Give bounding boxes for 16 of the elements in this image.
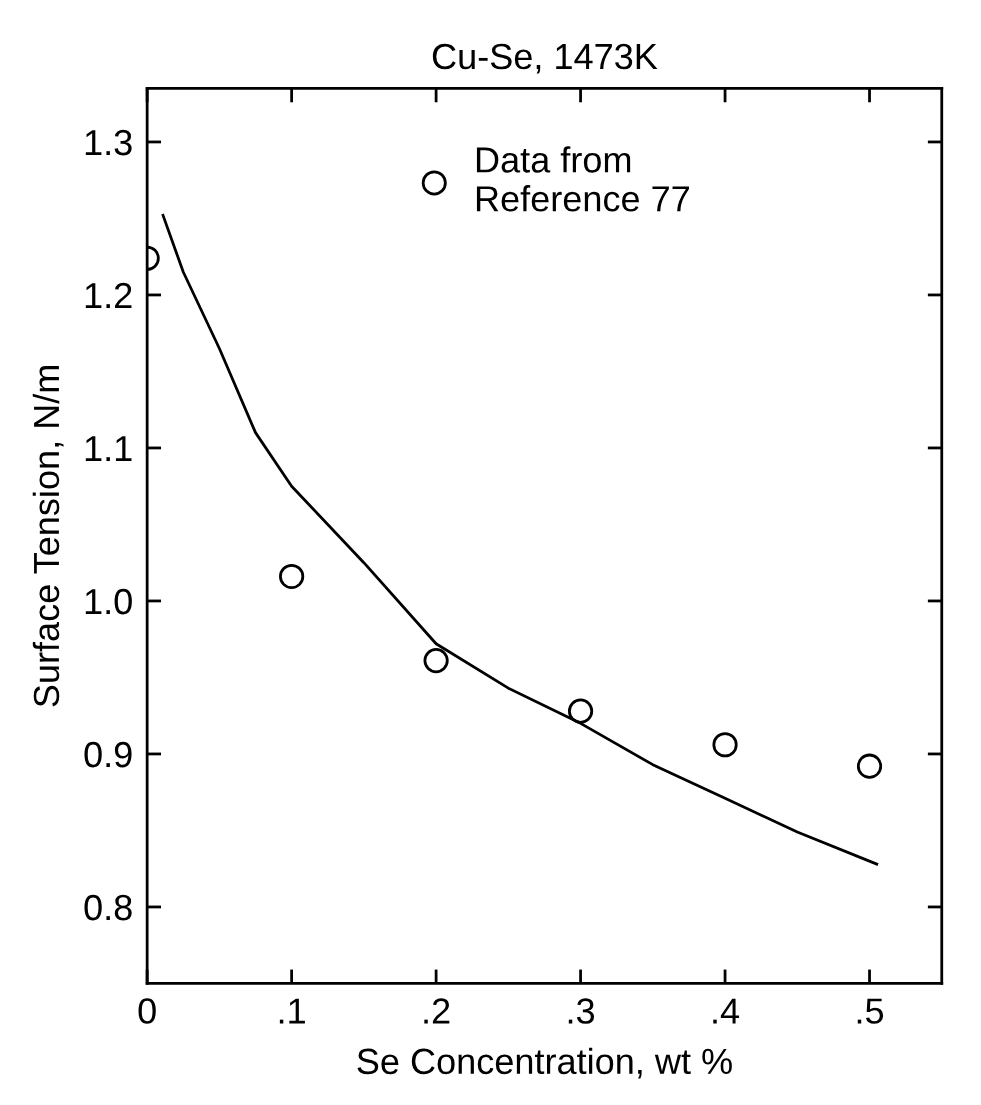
x-tick-label: .4 xyxy=(713,998,740,1024)
x-axis-title: Se Concentration, wt % xyxy=(357,1047,732,1079)
y-tick-label: 1.3 xyxy=(85,129,132,156)
y-tick-label: 0.9 xyxy=(84,741,132,768)
legend-label: Data from Reference 77 xyxy=(476,146,689,212)
y-tick-label: 1.1 xyxy=(85,436,132,462)
chart-title: Cu-Se, 1473K xyxy=(432,43,658,74)
y-tick-label: 1.2 xyxy=(85,282,132,309)
x-tick-label: .1 xyxy=(279,998,305,1024)
y-tick-label: 1.0 xyxy=(85,588,132,615)
y-tick-label: 0.8 xyxy=(84,894,132,921)
x-tick-label: .2 xyxy=(424,998,450,1024)
x-tick-label: 0 xyxy=(138,998,156,1024)
x-tick-label: .3 xyxy=(568,998,595,1024)
y-axis-title: Surface Tension, N/m xyxy=(32,366,64,707)
x-tick-label: .5 xyxy=(857,998,884,1024)
